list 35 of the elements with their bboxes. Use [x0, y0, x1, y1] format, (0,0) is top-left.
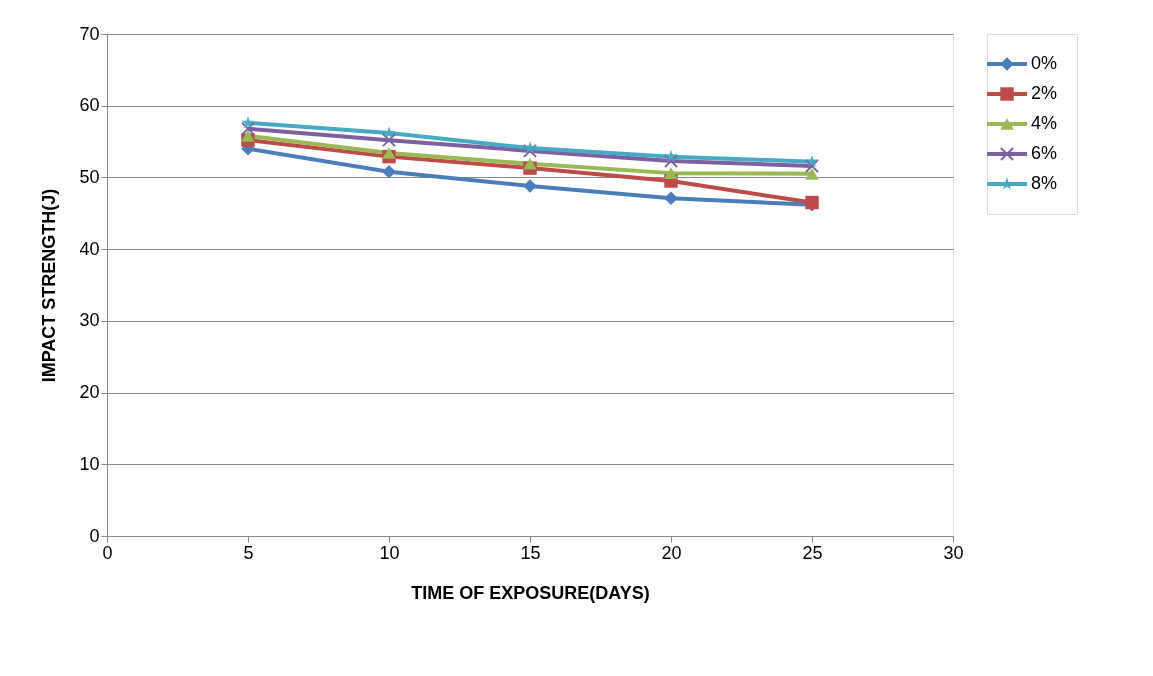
point: [241, 116, 255, 129]
point: [664, 167, 678, 179]
point: [523, 141, 537, 154]
x-tick-label: 0: [102, 542, 113, 563]
point: [523, 157, 537, 170]
x-tick-label: 15: [520, 542, 541, 563]
y-tick-label: 50: [79, 166, 100, 187]
point: [382, 164, 396, 179]
point: [241, 130, 255, 142]
y-tick-label: 40: [79, 238, 100, 259]
legend-label: 6%: [1031, 143, 1058, 163]
y-tick-label: 70: [79, 23, 100, 44]
y-axis-title: IMPACT STRENGTH(J): [39, 188, 60, 383]
point: [664, 149, 678, 163]
legend-label: 2%: [1031, 83, 1058, 103]
point: [805, 168, 819, 180]
point: [664, 191, 678, 205]
x-tick-label: 10: [379, 542, 400, 563]
y-tick-label: 60: [79, 95, 100, 116]
x-axis-title: TIME OF EXPOSURE(DAYS): [411, 582, 650, 603]
x-tick-label: 30: [943, 542, 964, 563]
y-tick-label: 10: [79, 453, 100, 474]
y-tick-label: 30: [79, 310, 100, 331]
point: [382, 133, 396, 147]
y-tick-label: 0: [89, 525, 100, 546]
x-tick-label: 25: [802, 542, 823, 563]
point: [382, 147, 396, 159]
x-tick-label: 20: [661, 542, 682, 563]
legend-label: 4%: [1031, 113, 1058, 133]
point: [523, 179, 537, 193]
y-tick-label: 20: [79, 382, 100, 403]
legend-label: 8%: [1031, 173, 1058, 193]
legend-label: 0%: [1031, 53, 1058, 73]
x-tick-label: 5: [243, 542, 254, 563]
point: [805, 154, 819, 168]
